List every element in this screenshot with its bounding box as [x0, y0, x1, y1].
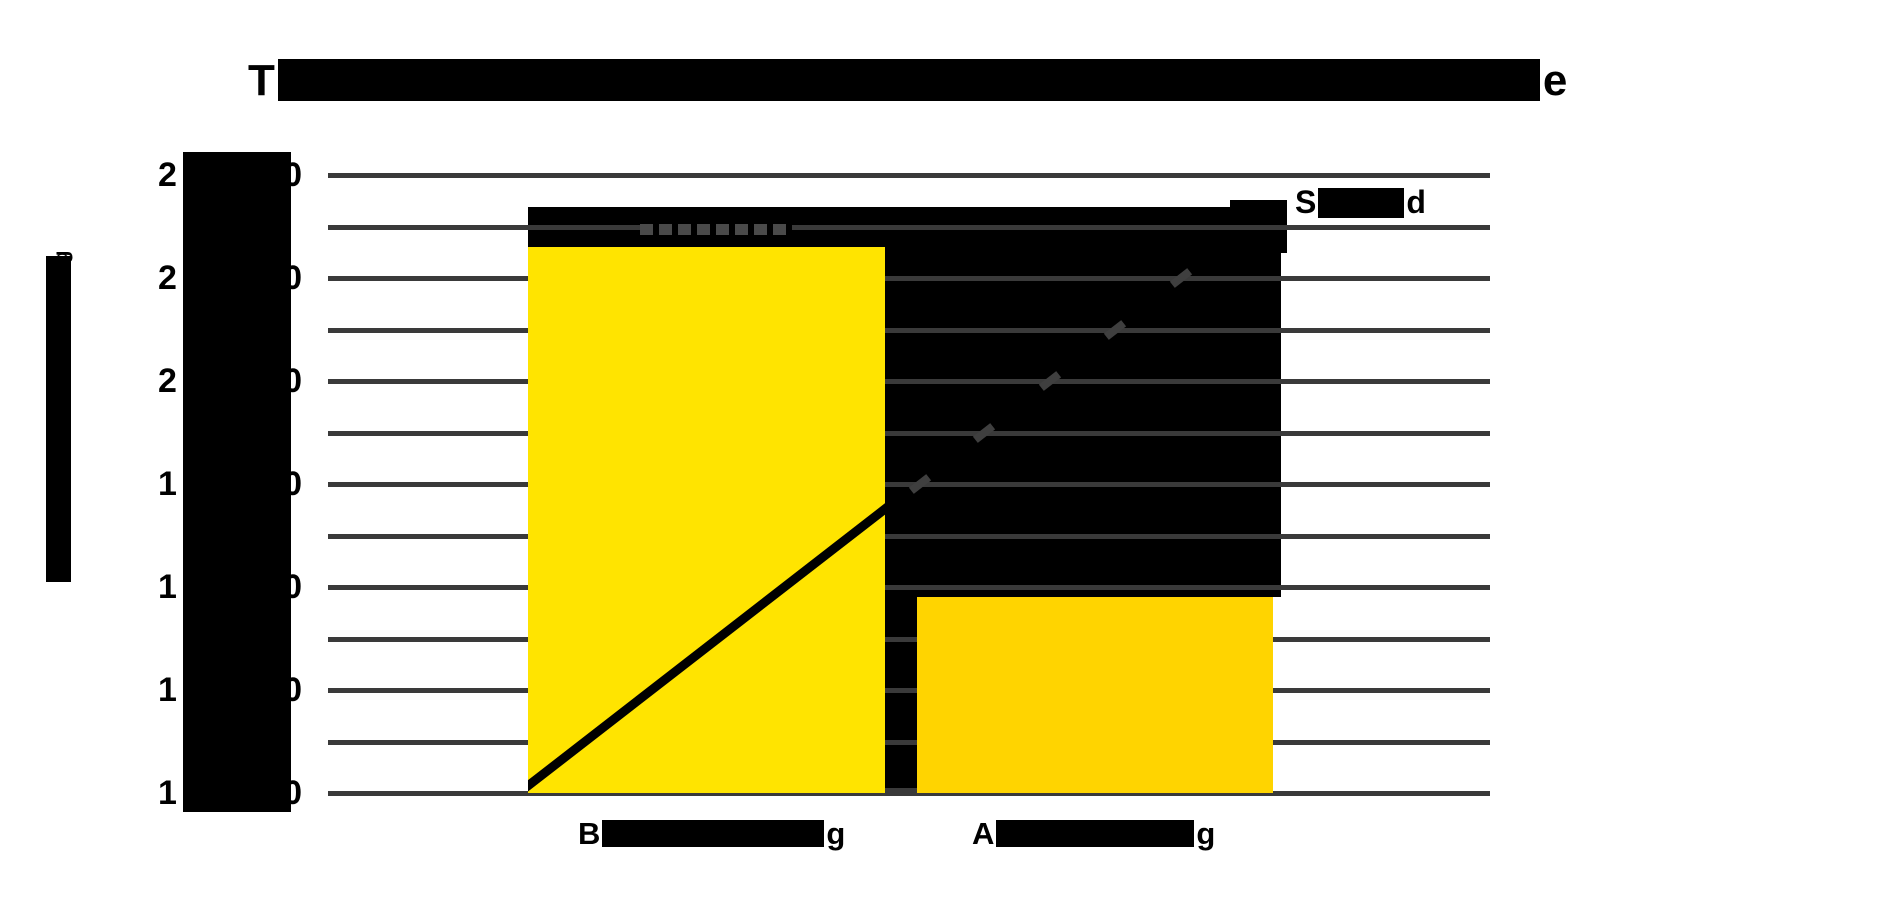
y-ticks-redaction-bar — [183, 152, 291, 812]
y-tick-start: 2 — [158, 156, 177, 194]
gridline-overlay — [885, 585, 1281, 590]
gridline-overlay — [885, 740, 917, 745]
legend-swatch — [1230, 200, 1287, 253]
x-tick2-end: g — [1196, 816, 1216, 851]
y-tick-start: 2 — [158, 259, 177, 297]
gridline — [328, 791, 1490, 796]
x-tick1-redaction-bar — [602, 820, 825, 848]
y-tick-start: 1 — [158, 774, 177, 812]
gridline-overlay — [885, 788, 917, 793]
redaction-strip-between-bars — [885, 597, 917, 793]
title-visible-end: e — [1542, 56, 1568, 105]
x-tick1-start: B — [578, 816, 601, 851]
gridline-overlay — [885, 688, 917, 693]
redaction-block-above-bar2 — [885, 207, 1281, 597]
bar-category-2 — [917, 597, 1273, 793]
gridline-overlay — [1230, 225, 1287, 230]
gridline-overlay — [885, 637, 917, 642]
gridline-overlay — [885, 431, 1281, 436]
title-redaction-bar — [277, 59, 1540, 102]
gridline-overlay — [885, 276, 1281, 281]
legend-visible-end: d — [1406, 184, 1426, 220]
gridline-overlay — [885, 534, 1281, 539]
y-tick-start: 1 — [158, 568, 177, 606]
gridline-overlay — [885, 379, 1281, 384]
title-visible-start: T — [248, 56, 275, 105]
partial-data-label-fragment — [640, 224, 792, 235]
gridline-overlay — [885, 225, 1281, 230]
x-tick2-redaction-bar — [996, 820, 1195, 848]
gridline-overlay — [885, 328, 1281, 333]
legend-visible-start: S — [1295, 184, 1317, 220]
x-tick1-end: g — [826, 816, 846, 851]
y-tick-start: 1 — [158, 465, 177, 503]
legend-redaction-bar — [1318, 187, 1405, 218]
y-axis-label-redaction-bar — [46, 256, 71, 582]
bar-category-1 — [528, 247, 887, 793]
x-tick2-start: A — [972, 816, 995, 851]
y-tick-start: 2 — [158, 362, 177, 400]
line-series-segment — [528, 498, 887, 793]
y-tick-start: 1 — [158, 671, 177, 709]
gridline — [328, 173, 1490, 178]
gridline-overlay — [885, 482, 1281, 487]
